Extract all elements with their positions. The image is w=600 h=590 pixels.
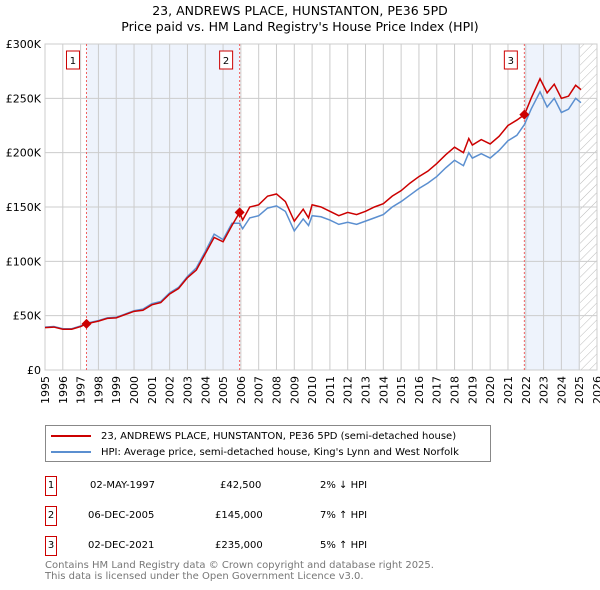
sale-badge: 3 [45, 536, 57, 556]
y-tick-label: £300K [6, 38, 42, 51]
sale-badge: 1 [45, 476, 57, 496]
sale-marker-badge [65, 50, 80, 70]
sale-price: £235,000 [215, 540, 263, 551]
x-tick-label: 2007 [253, 376, 266, 404]
x-tick-label: 2020 [484, 376, 497, 404]
sale-marker-badge [503, 50, 518, 70]
x-tick-label: 2011 [324, 376, 337, 404]
x-tick-label: 2001 [146, 376, 159, 404]
y-tick-label: £200K [6, 147, 42, 160]
x-tick-label: 2017 [431, 376, 444, 404]
footer: Contains HM Land Registry data © Crown c… [45, 560, 434, 582]
x-tick-label: 1999 [110, 376, 123, 404]
sale-point [234, 207, 245, 218]
x-tick-label: 2026 [591, 376, 600, 404]
x-tick-label: 1998 [92, 376, 105, 404]
y-tick-label: £250K [6, 92, 42, 105]
sale-hpi: 2% ↓ HPI [320, 480, 368, 491]
series-line [44, 77, 582, 330]
x-tick-label: 2000 [128, 376, 141, 404]
sale-date: 02-MAY-1997 [90, 480, 156, 491]
sale-hpi: 7% ↑ HPI [320, 510, 368, 521]
x-tick-label: 2021 [502, 376, 515, 404]
x-tick-label: 2006 [235, 376, 248, 404]
x-tick-label: 2024 [555, 376, 568, 404]
sale-point [81, 318, 92, 329]
x-tick-label: 2009 [288, 376, 301, 404]
footer-line: This data is licensed under the Open Gov… [45, 571, 364, 582]
x-tick-label: 1995 [39, 376, 52, 404]
x-tick-label: 2023 [538, 376, 551, 404]
x-tick-label: 2015 [395, 376, 408, 404]
x-tick-label: 2004 [199, 376, 212, 404]
sale-marker-label: 2 [223, 56, 229, 67]
legend-label: 23, ANDREWS PLACE, HUNSTANTON, PE36 5PD … [101, 430, 457, 442]
sale-point [519, 109, 530, 120]
x-tick-label: 2016 [413, 376, 426, 404]
x-tick-label: 2005 [217, 376, 230, 404]
plot-border [44, 43, 598, 371]
x-tick-label: 1997 [75, 376, 88, 404]
legend: 23, ANDREWS PLACE, HUNSTANTON, PE36 5PD … [45, 425, 491, 462]
y-tick-label: £150K [6, 201, 42, 214]
sale-price: £145,000 [215, 510, 263, 521]
y-tick-label: £100K [6, 255, 42, 268]
x-tick-label: 2025 [573, 376, 586, 404]
y-tick-label: £0 [27, 364, 41, 377]
legend-item-property: 23, ANDREWS PLACE, HUNSTANTON, PE36 5PD … [51, 429, 456, 443]
sale-marker-label: 3 [508, 56, 514, 67]
x-tick-label: 2003 [181, 376, 194, 404]
series-line [44, 90, 582, 330]
x-tick-label: 2019 [466, 376, 479, 404]
chart-subtitle: Price paid vs. HM Land Registry's House … [121, 19, 479, 34]
x-tick-label: 2002 [164, 376, 177, 404]
sale-row: 1 02-MAY-1997 £42,500 2% ↓ HPI [45, 476, 445, 496]
sale-price: £42,500 [220, 480, 262, 491]
legend-item-hpi: HPI: Average price, semi-detached house,… [51, 445, 459, 459]
sale-marker-label: 1 [70, 56, 76, 67]
x-tick-label: 2014 [377, 376, 390, 404]
sale-row: 2 06-DEC-2005 £145,000 7% ↑ HPI [45, 506, 445, 526]
y-tick-label: £50K [13, 310, 42, 323]
legend-swatch [51, 451, 91, 453]
x-tick-label: 1996 [57, 376, 70, 404]
x-tick-label: 2008 [270, 376, 283, 404]
sale-badge: 2 [45, 506, 57, 526]
legend-label: HPI: Average price, semi-detached house,… [101, 446, 459, 458]
chart-title: 23, ANDREWS PLACE, HUNSTANTON, PE36 5PD [152, 3, 448, 18]
price-chart: 1995 1996 1997 1998 1999 2000 2001 2002 2003 2004… [6, 38, 600, 404]
sale-date: 02-DEC-2021 [88, 540, 155, 551]
x-tick-label: 2010 [306, 376, 319, 404]
x-tick-label: 2018 [449, 376, 462, 404]
x-tick-label: 2013 [360, 376, 373, 404]
legend-swatch [51, 435, 91, 437]
sale-row: 3 02-DEC-2021 £235,000 5% ↑ HPI [45, 536, 445, 556]
sale-hpi: 5% ↑ HPI [320, 540, 368, 551]
x-tick-label: 2022 [520, 376, 533, 404]
footer-line: Contains HM Land Registry data © Crown c… [45, 560, 434, 571]
sale-date: 06-DEC-2005 [88, 510, 155, 521]
x-tick-label: 2012 [342, 376, 355, 404]
sale-marker-badge [219, 50, 234, 70]
